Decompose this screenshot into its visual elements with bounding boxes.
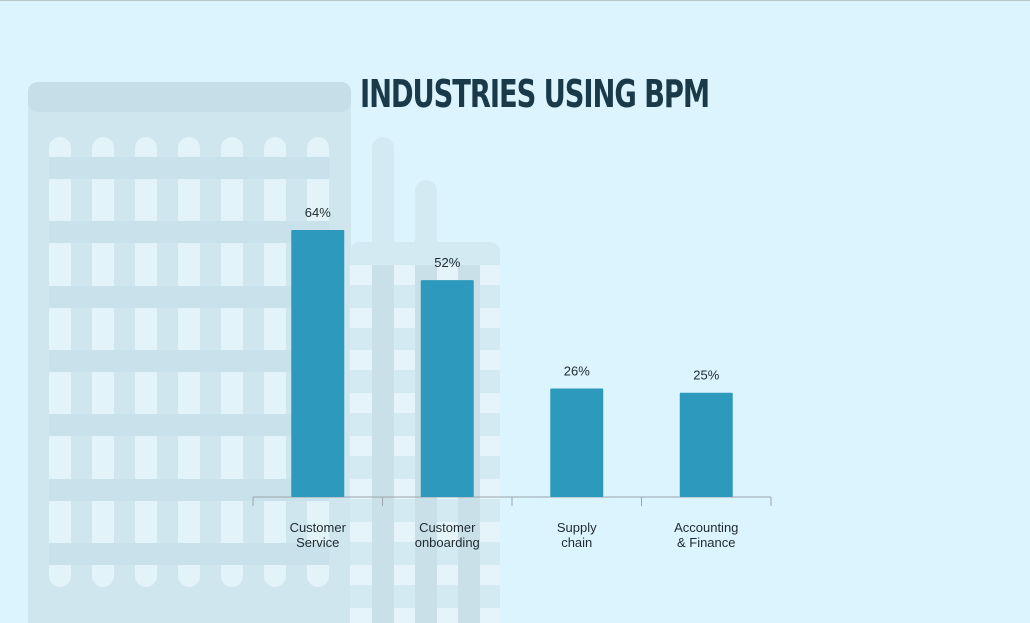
data-label: 52% bbox=[434, 255, 460, 270]
category-label-line: onboarding bbox=[415, 535, 480, 550]
data-label: 64% bbox=[305, 205, 331, 220]
top-border-line bbox=[0, 0, 1030, 1]
data-label: 25% bbox=[693, 368, 719, 383]
bar bbox=[420, 280, 474, 497]
category-label-line: Service bbox=[296, 535, 339, 550]
category-label: Supply chain bbox=[557, 520, 597, 550]
category-label: Customer onboarding bbox=[415, 520, 480, 550]
category-label-line: Customer bbox=[419, 520, 476, 535]
bar bbox=[679, 392, 733, 497]
category-label-line: Supply bbox=[557, 520, 597, 535]
bar bbox=[291, 230, 345, 497]
bar bbox=[550, 388, 604, 497]
category-label-line: Accounting bbox=[674, 520, 738, 535]
category-label: Customer Service bbox=[290, 520, 347, 550]
data-label: 26% bbox=[564, 364, 590, 379]
category-label: Accounting & Finance bbox=[674, 520, 738, 550]
category-label-line: Customer bbox=[290, 520, 347, 535]
category-label-line: & Finance bbox=[677, 535, 736, 550]
category-label-line: chain bbox=[561, 535, 592, 550]
